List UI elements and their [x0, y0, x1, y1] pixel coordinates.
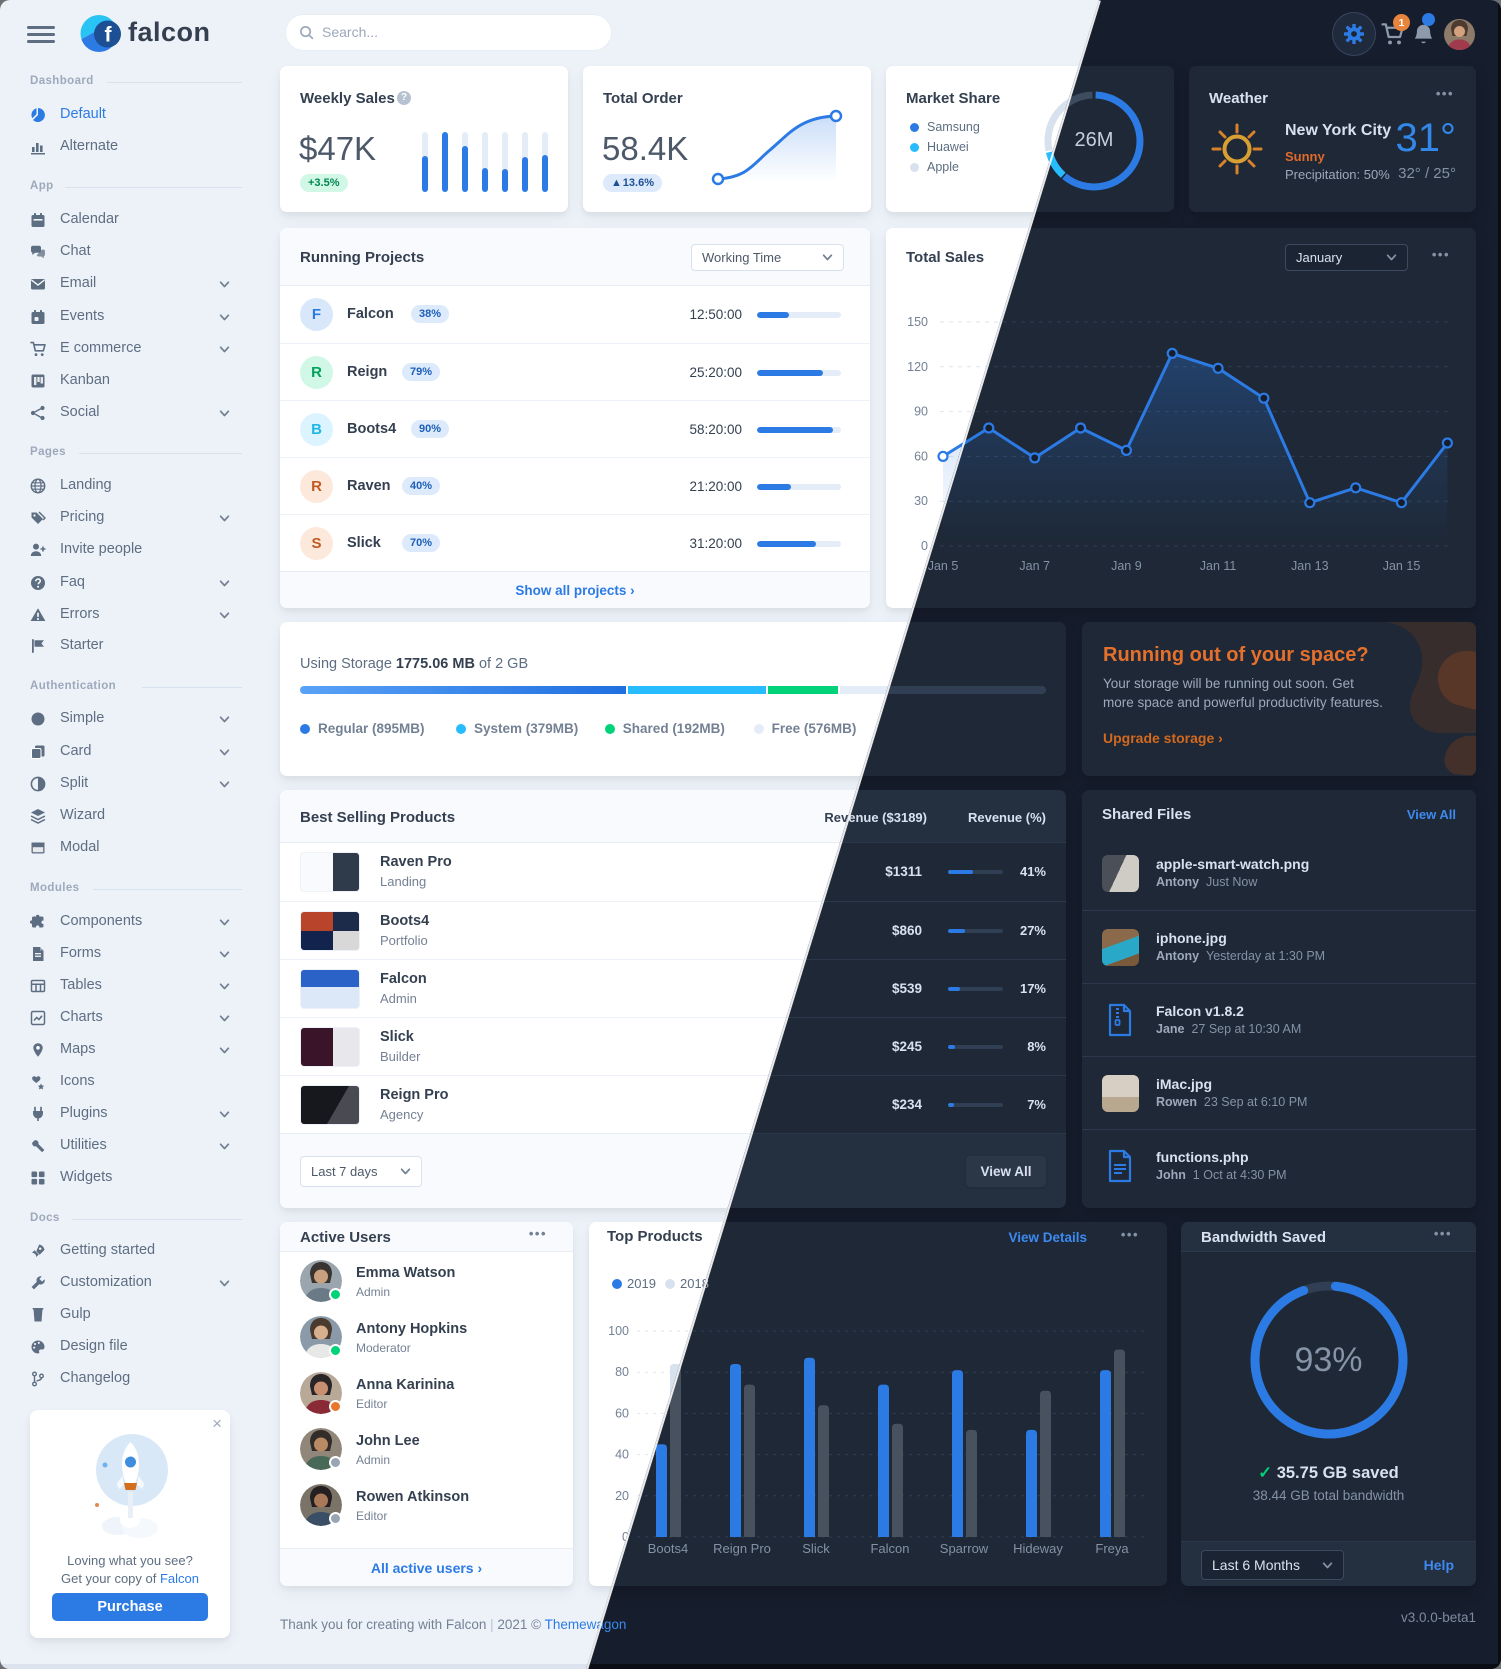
svg-text:Jan 5: Jan 5 [928, 559, 959, 573]
svg-text:100: 100 [608, 1324, 629, 1338]
svg-text:40: 40 [615, 1448, 629, 1462]
svg-text:Sparrow: Sparrow [940, 1541, 989, 1556]
svg-text:Jan 11: Jan 11 [1200, 559, 1237, 573]
svg-text:20: 20 [615, 1489, 629, 1503]
svg-text:Jan 13: Jan 13 [1291, 559, 1329, 573]
svg-text:Hideway: Hideway [1013, 1541, 1063, 1556]
svg-text:Slick: Slick [802, 1541, 830, 1556]
svg-text:Reign Pro: Reign Pro [713, 1541, 771, 1556]
svg-text:Falcon: Falcon [870, 1541, 909, 1556]
svg-text:Boots4: Boots4 [648, 1541, 688, 1556]
svg-text:90: 90 [914, 405, 928, 419]
svg-text:30: 30 [914, 494, 928, 508]
svg-text:120: 120 [907, 360, 928, 374]
svg-text:Jan 7: Jan 7 [1019, 559, 1050, 573]
svg-text:60: 60 [914, 449, 928, 463]
svg-text:f: f [105, 24, 113, 47]
svg-text:0: 0 [622, 1530, 629, 1544]
svg-text:80: 80 [615, 1365, 629, 1379]
svg-text:0: 0 [921, 539, 928, 553]
svg-text:Jan 15: Jan 15 [1383, 559, 1421, 573]
svg-text:150: 150 [907, 315, 928, 329]
svg-text:60: 60 [615, 1406, 629, 1420]
svg-text:Jan 9: Jan 9 [1111, 559, 1142, 573]
svg-text:Freya: Freya [1095, 1541, 1129, 1556]
